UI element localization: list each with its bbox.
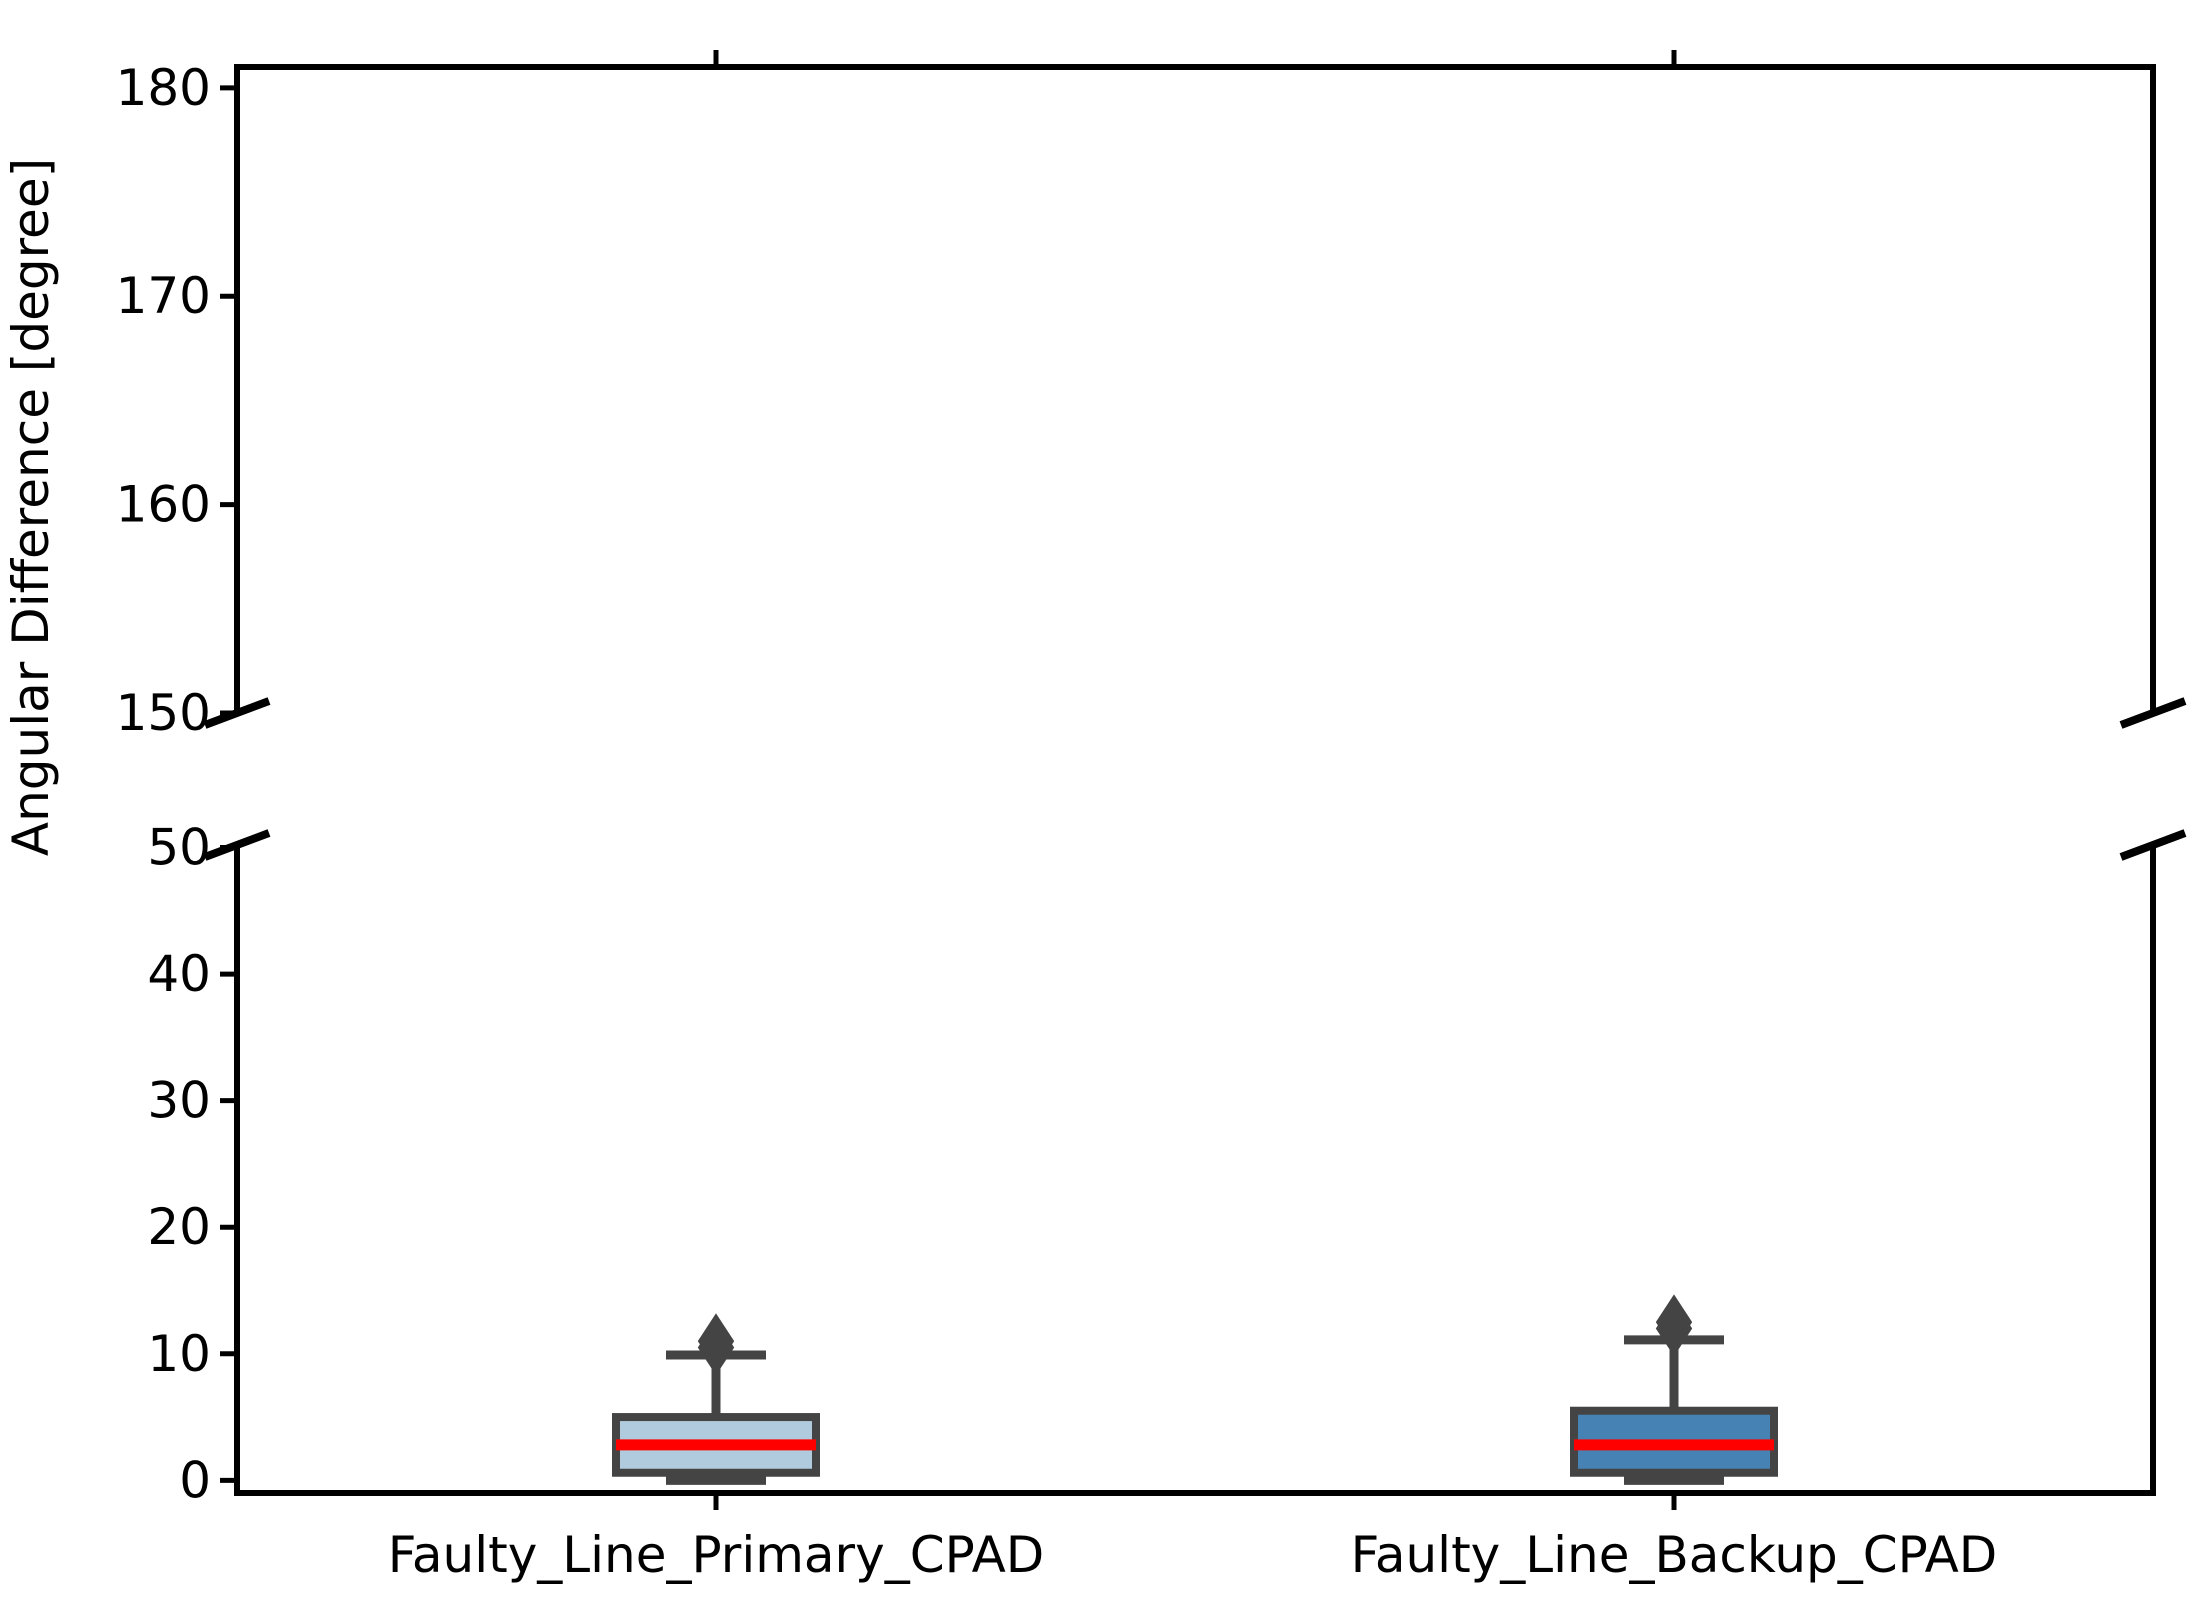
y-tick-label: 0 — [179, 1451, 211, 1509]
y-axis-label: Angular Difference [degree] — [2, 157, 60, 857]
y-tick-label: 10 — [147, 1325, 211, 1383]
y-tick-label: 170 — [116, 267, 211, 325]
x-tick-label-backup: Faulty_Line_Backup_CPAD — [1350, 1526, 1998, 1584]
y-tick-label: 160 — [116, 476, 211, 534]
x-tick-label-primary: Faulty_Line_Primary_CPAD — [387, 1526, 1045, 1584]
y-tick-label: 50 — [147, 819, 211, 877]
axis-break-marker — [203, 697, 271, 729]
y-tick-label: 150 — [116, 684, 211, 742]
axis-break-marker — [2119, 829, 2187, 861]
y-tick-label: 20 — [147, 1198, 211, 1256]
y-tick-label: 30 — [147, 1072, 211, 1130]
y-tick-label: 40 — [147, 945, 211, 1003]
flier-diamond — [1655, 1294, 1693, 1350]
axis-break-marker — [203, 829, 271, 861]
axis-break-marker — [2119, 697, 2187, 729]
y-tick-label: 180 — [116, 59, 211, 117]
flier-diamond — [697, 1313, 735, 1369]
